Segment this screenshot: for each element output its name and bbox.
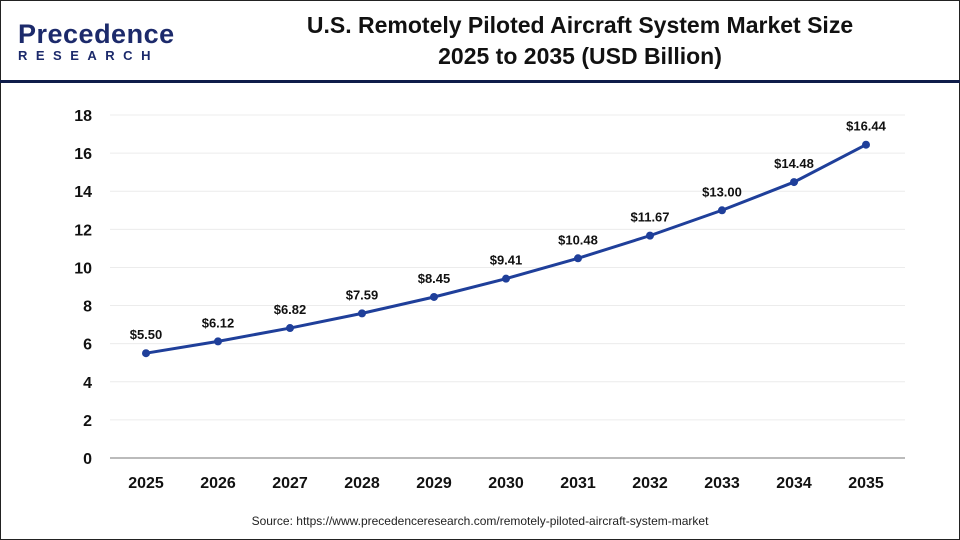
data-label: $11.67 <box>630 210 669 225</box>
data-point <box>862 140 870 149</box>
y-tick-label: 18 <box>74 108 92 125</box>
data-point <box>574 254 582 263</box>
header: Precedence RESEARCH U.S. Remotely Pilote… <box>0 0 960 83</box>
y-tick-label: 16 <box>74 146 92 163</box>
data-label: $6.12 <box>202 315 235 330</box>
data-point <box>358 309 366 318</box>
x-tick-label: 2030 <box>488 475 524 492</box>
data-label: $16.44 <box>846 119 887 134</box>
x-tick-label: 2031 <box>560 475 596 492</box>
data-label: $8.45 <box>418 271 451 286</box>
data-point <box>142 349 150 358</box>
logo-line1: Precedence <box>18 19 175 49</box>
data-point <box>718 206 726 215</box>
y-tick-label: 12 <box>74 222 92 239</box>
x-tick-label: 2035 <box>848 475 884 492</box>
data-point <box>502 274 510 283</box>
data-label: $5.50 <box>130 327 163 342</box>
y-tick-label: 2 <box>83 413 92 430</box>
x-tick-label: 2032 <box>632 475 668 492</box>
logo-line2: RESEARCH <box>18 48 159 63</box>
title-line2: 2025 to 2035 (USD Billion) <box>438 43 722 69</box>
data-point <box>286 324 294 333</box>
data-point <box>214 337 222 346</box>
x-tick-label: 2033 <box>704 475 740 492</box>
y-tick-label: 14 <box>74 184 92 201</box>
x-tick-label: 2026 <box>200 475 236 492</box>
series-line <box>145 143 867 355</box>
source-note: Source: https://www.precedenceresearch.c… <box>251 514 709 528</box>
logo: Precedence RESEARCH <box>18 20 175 64</box>
data-point <box>790 178 798 187</box>
x-tick-label: 2028 <box>344 475 380 492</box>
data-point <box>430 292 438 301</box>
x-tick-label: 2025 <box>128 475 164 492</box>
data-label: $9.41 <box>490 253 523 268</box>
data-label: $7.59 <box>346 287 379 302</box>
y-tick-label: 8 <box>83 299 92 316</box>
x-tick-label: 2034 <box>776 475 812 492</box>
data-label: $6.82 <box>274 302 307 317</box>
data-point <box>646 231 654 240</box>
data-label: $13.00 <box>702 184 742 199</box>
y-tick-label: 10 <box>74 260 92 277</box>
x-tick-label: 2027 <box>272 475 308 492</box>
y-tick-label: 0 <box>83 451 92 468</box>
data-label: $10.48 <box>558 232 598 247</box>
y-tick-label: 4 <box>83 375 92 392</box>
x-tick-label: 2029 <box>416 475 452 492</box>
chart-title: U.S. Remotely Piloted Aircraft System Ma… <box>200 10 960 72</box>
y-tick-label: 6 <box>83 337 92 354</box>
data-label: $14.48 <box>774 156 814 171</box>
title-line1: U.S. Remotely Piloted Aircraft System Ma… <box>306 12 854 38</box>
